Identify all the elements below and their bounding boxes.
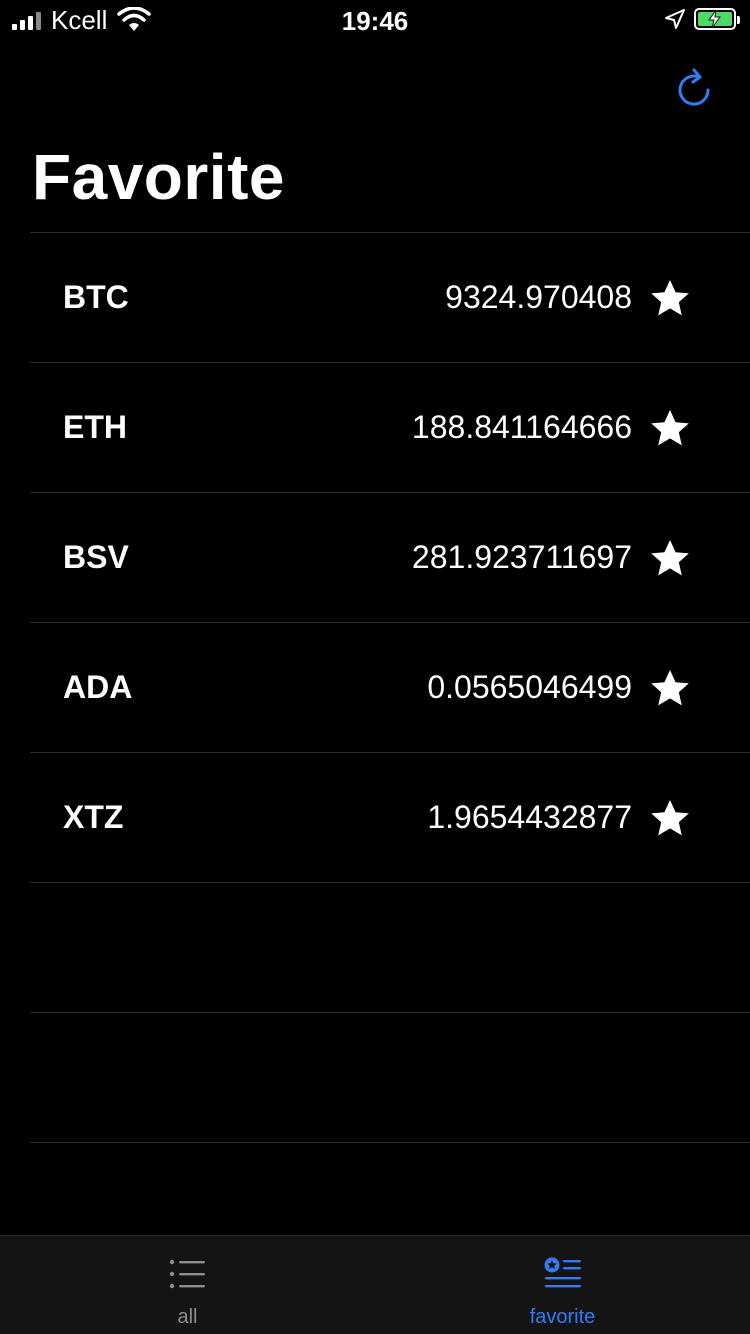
coin-price: 281.923711697 bbox=[411, 539, 632, 575]
list-icon bbox=[169, 1259, 205, 1289]
star-icon[interactable] bbox=[650, 669, 690, 707]
tab-favorite[interactable]: favorite bbox=[375, 1236, 750, 1334]
list-divider bbox=[30, 622, 750, 623]
empty-list-row bbox=[30, 1013, 750, 1142]
list-divider bbox=[30, 882, 750, 883]
refresh-icon[interactable] bbox=[672, 66, 716, 110]
list-divider bbox=[30, 492, 750, 493]
status-right bbox=[664, 8, 740, 30]
coin-symbol: BSV bbox=[63, 539, 129, 575]
star-icon[interactable] bbox=[650, 799, 690, 837]
favorite-list-icon bbox=[544, 1257, 581, 1288]
charging-bolt-icon bbox=[708, 9, 721, 29]
location-arrow-icon bbox=[665, 9, 685, 29]
signal-strength-icon bbox=[12, 10, 41, 30]
list-item[interactable]: ETH 188.841164666 bbox=[30, 363, 750, 492]
list-divider bbox=[30, 1012, 750, 1013]
coin-symbol: ETH bbox=[63, 409, 127, 445]
tab-label: all bbox=[177, 1306, 198, 1328]
battery-icon bbox=[694, 8, 740, 30]
list-item[interactable]: XTZ 1.9654432877 bbox=[30, 753, 750, 882]
status-time: 19:46 bbox=[341, 6, 409, 36]
coin-symbol: BTC bbox=[63, 279, 129, 315]
list-item[interactable]: ADA 0.0565046499 bbox=[30, 623, 750, 752]
favorites-list: BTC 9324.970408 ETH 188.841164666 BSV 28… bbox=[30, 232, 750, 1143]
coin-price: 0.0565046499 bbox=[427, 669, 632, 705]
list-divider bbox=[30, 752, 750, 753]
status-bar: Kcell 19:46 bbox=[0, 0, 750, 40]
star-icon[interactable] bbox=[650, 409, 690, 447]
tab-label: favorite bbox=[529, 1306, 596, 1328]
page-title: Favorite bbox=[32, 141, 285, 213]
empty-list-row bbox=[30, 883, 750, 1012]
coin-price: 1.9654432877 bbox=[427, 799, 632, 835]
tab-all[interactable]: all bbox=[0, 1236, 375, 1334]
wifi-icon bbox=[117, 7, 152, 31]
list-item[interactable]: BSV 281.923711697 bbox=[30, 493, 750, 622]
list-divider bbox=[30, 1142, 750, 1143]
coin-symbol: ADA bbox=[63, 669, 133, 705]
tab-bar: all favorite bbox=[0, 1235, 750, 1334]
star-icon[interactable] bbox=[650, 539, 690, 577]
list-divider bbox=[30, 362, 750, 363]
star-icon[interactable] bbox=[650, 279, 690, 317]
coin-symbol: XTZ bbox=[63, 799, 124, 835]
carrier-name: Kcell bbox=[51, 4, 108, 35]
list-item[interactable]: BTC 9324.970408 bbox=[30, 233, 750, 362]
status-left: Kcell bbox=[12, 4, 152, 35]
coin-price: 188.841164666 bbox=[411, 409, 632, 445]
coin-price: 9324.970408 bbox=[445, 279, 632, 315]
list-divider bbox=[30, 232, 750, 233]
